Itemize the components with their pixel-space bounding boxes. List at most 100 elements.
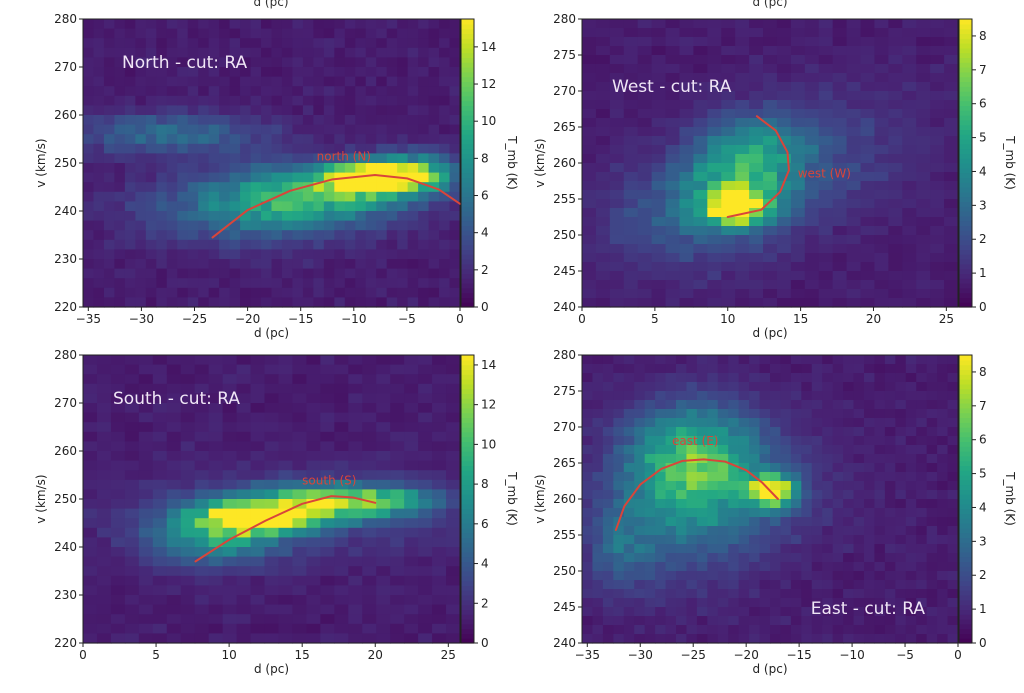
heatmap-cell: [609, 244, 625, 254]
heatmap-cell: [790, 580, 802, 590]
heatmap-cell: [582, 436, 594, 446]
heatmap-cell: [916, 64, 931, 74]
heatmap-cell: [177, 28, 189, 39]
heatmap-cell: [811, 625, 823, 635]
heatmap-cell: [83, 259, 95, 270]
heatmap-cell: [264, 566, 280, 577]
heatmap-cell: [439, 278, 451, 289]
heatmap-cell: [790, 616, 802, 626]
heatmap-cell: [93, 105, 105, 116]
heatmap-cell: [780, 580, 792, 590]
heatmap-cell: [776, 127, 792, 137]
heatmap-cell: [432, 460, 447, 471]
heatmap-cell: [832, 55, 848, 65]
heatmap-cell: [219, 230, 231, 241]
heatmap-cell: [124, 28, 136, 39]
heatmap-cell: [937, 382, 949, 392]
heatmap-cell: [623, 217, 639, 227]
heatmap-cell: [198, 47, 210, 58]
colorbar-segment: [959, 143, 972, 150]
heatmap-cell: [790, 181, 806, 191]
heatmap-cell: [439, 67, 451, 78]
heatmap-cell: [208, 499, 224, 510]
heatmap-cell: [696, 526, 708, 536]
heatmap-cell: [348, 585, 363, 596]
heatmap-cell: [644, 499, 656, 509]
heatmap-cell: [418, 604, 433, 615]
heatmap-cell: [679, 100, 695, 110]
heatmap-cell: [696, 625, 708, 635]
heatmap-cell: [292, 537, 307, 548]
heatmap-cell: [679, 145, 695, 155]
heatmap-cell: [651, 118, 667, 128]
heatmap-cell: [947, 535, 959, 545]
heatmap-cell: [790, 517, 802, 527]
heatmap-cell: [916, 298, 931, 308]
heatmap-cell: [302, 239, 314, 250]
colorbar-segment: [959, 163, 972, 169]
heatmap-cell: [916, 100, 931, 110]
heatmap-cell: [124, 153, 136, 164]
heatmap-cell: [407, 249, 419, 260]
heatmap-cell: [114, 57, 126, 68]
heatmap-cell: [811, 616, 823, 626]
heatmap-cell: [376, 508, 391, 519]
heatmap-cell: [386, 95, 398, 106]
heatmap-cell: [717, 409, 729, 419]
heatmap-cell: [194, 527, 210, 538]
heatmap-cell: [790, 607, 802, 617]
heatmap-cell: [110, 575, 126, 586]
heatmap-cell: [222, 595, 238, 606]
heatmap-cell: [177, 115, 189, 126]
heatmap-cell: [323, 220, 335, 231]
heatmap-cell: [187, 19, 199, 30]
heatmap-cell: [208, 566, 224, 577]
heatmap-cell: [96, 499, 112, 510]
colorbar-segment: [959, 201, 972, 207]
heatmap-cell: [198, 143, 210, 154]
heatmap-cell: [264, 374, 280, 385]
heatmap-cell: [313, 67, 325, 78]
heatmap-cell: [916, 208, 931, 218]
heatmap-cell: [177, 211, 189, 222]
heatmap-cell: [177, 57, 189, 68]
colorbar-segment: [959, 158, 972, 164]
heatmap-cell: [355, 134, 367, 145]
heatmap-cell: [208, 38, 220, 49]
heatmap-cell: [156, 76, 168, 87]
heatmap-cell: [937, 580, 949, 590]
heatmap-cell: [749, 445, 761, 455]
heatmap-cell: [759, 382, 771, 392]
heatmap-cell: [219, 95, 231, 106]
heatmap-cell: [916, 217, 931, 227]
heatmap-cell: [93, 201, 105, 212]
heatmap-cell: [843, 418, 855, 428]
heatmap-cell: [292, 76, 304, 87]
heatmap-cell: [334, 489, 349, 500]
heatmap-cell: [644, 508, 656, 518]
heatmap-cell: [790, 589, 802, 599]
heatmap-cell: [609, 19, 625, 29]
heatmap-cell: [306, 489, 321, 500]
heatmap-cell: [166, 124, 178, 135]
heatmap-cell: [637, 73, 653, 83]
heatmap-cell: [679, 91, 695, 101]
heatmap-cell: [240, 143, 252, 154]
heatmap-cell: [103, 287, 116, 298]
heatmap-cell: [916, 427, 928, 437]
heatmap-cell: [446, 470, 461, 481]
heatmap-cell: [846, 163, 862, 173]
heatmap-cell: [250, 470, 266, 481]
heatmap-cell: [292, 163, 304, 174]
heatmap-cell: [418, 479, 433, 490]
heatmap-cell: [651, 145, 667, 155]
heatmap-cell: [853, 445, 865, 455]
colorbar-segment: [461, 614, 474, 620]
heatmap-cell: [582, 616, 594, 626]
heatmap-cell: [292, 95, 304, 106]
heatmap-cell: [135, 143, 147, 154]
heatmap-cell: [302, 220, 314, 231]
heatmap-cell: [344, 28, 356, 39]
heatmap-cell: [236, 355, 252, 366]
heatmap-cell: [187, 220, 199, 231]
